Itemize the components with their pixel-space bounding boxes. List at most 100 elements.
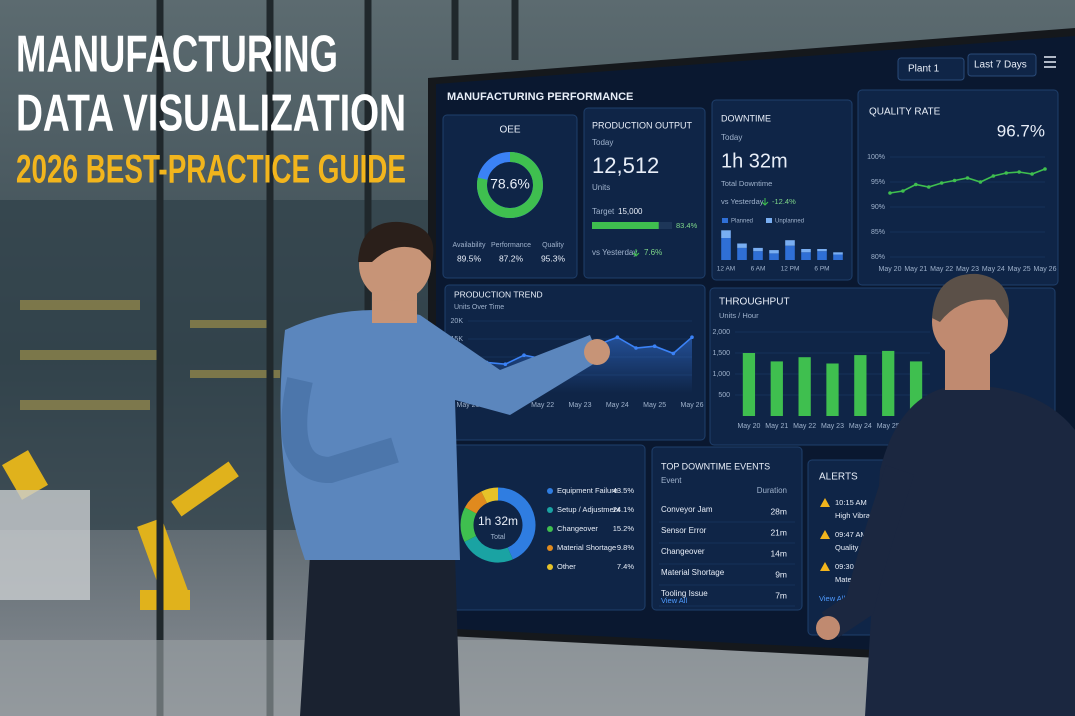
line-point	[978, 180, 983, 184]
card	[857, 89, 1059, 286]
link[interactable]: View All	[661, 596, 687, 605]
y-tick-label: 1,500	[712, 350, 730, 357]
card-title: DOWNTIME	[721, 113, 771, 123]
x-tick-label: May 25	[877, 423, 900, 430]
progress-label: 83.4%	[676, 221, 698, 230]
line-point	[652, 344, 657, 349]
line-point	[1043, 167, 1047, 171]
legend-label: Material Shortage	[557, 543, 616, 552]
warning-icon	[820, 562, 830, 571]
table-cell: Changeover	[661, 547, 705, 556]
table-cell: Conveyor Jam	[661, 505, 713, 514]
table-cell: Material Shortage	[661, 568, 725, 577]
x-tick-label: May 25	[643, 402, 666, 409]
y-tick-label: 90%	[871, 204, 885, 211]
x-tick-label: May 20	[737, 423, 760, 430]
legend-value: 24.1%	[613, 505, 635, 514]
x-tick-label: May 22	[793, 423, 816, 430]
metric-label: Availability	[453, 242, 486, 249]
dropdown-label[interactable]: Plant 1	[908, 64, 940, 75]
card-caption: vs Yesterday	[592, 248, 637, 257]
line-point	[965, 176, 970, 180]
metric-value: 95.3%	[541, 253, 566, 263]
legend-label: Planned	[731, 219, 753, 225]
change-value: 7.6%	[644, 248, 662, 257]
card	[583, 107, 706, 279]
kpi-value: 12,512	[592, 153, 659, 178]
donut-segment	[464, 491, 488, 514]
legend-swatch	[766, 218, 772, 223]
donut-segment	[460, 507, 477, 542]
kpi-value: 1h 32m	[721, 150, 788, 172]
x-tick-label: May 23	[569, 402, 592, 409]
donut-arc	[477, 152, 543, 218]
donut-segment	[464, 535, 513, 563]
card-caption: Units	[592, 183, 610, 192]
donut-value: 1h 32m	[478, 514, 518, 528]
line-point	[926, 185, 931, 189]
card-caption: Today	[721, 133, 742, 142]
headline-line: MANUFACTURING	[16, 26, 338, 84]
bar	[769, 253, 779, 260]
headline-line: DATA VISUALIZATION	[16, 85, 406, 143]
change-value: -12.4%	[772, 197, 796, 206]
donut-caption: Total	[491, 534, 506, 541]
alert-time: 09:30 AM	[835, 562, 867, 571]
bar	[753, 247, 763, 252]
headline: MANUFACTURING DATA VISUALIZATION 2026 BE…	[16, 26, 406, 192]
x-tick-label: May 26	[681, 402, 704, 409]
dropdown-label[interactable]: Last 7 Days	[974, 60, 1027, 71]
people	[280, 221, 1075, 716]
x-tick-label: 6 PM	[814, 266, 829, 273]
table-cell: Sensor Error	[661, 526, 707, 535]
legend-dot	[547, 564, 553, 570]
metric-label: Quality	[542, 242, 564, 249]
y-tick-label: 1,000	[712, 371, 730, 378]
line-point	[939, 181, 944, 185]
line-point	[671, 351, 676, 356]
table-cell: 14m	[770, 548, 787, 558]
bar	[753, 251, 763, 260]
card-title: TOP DOWNTIME EVENTS	[661, 461, 770, 471]
table-cell: 28m	[770, 506, 787, 516]
y-tick-label: 15K	[451, 336, 464, 343]
dropdown[interactable]	[897, 57, 965, 81]
column-header: Event	[661, 476, 682, 485]
donut-value: 78.6%	[490, 176, 530, 192]
line-point	[901, 189, 905, 193]
line-point	[1030, 172, 1034, 176]
x-tick-label: May 23	[821, 423, 844, 430]
x-tick-label: 12 AM	[717, 266, 735, 273]
dropdown[interactable]	[967, 53, 1037, 77]
line-point	[914, 182, 918, 187]
line-point	[634, 346, 638, 350]
legend-dot	[547, 526, 553, 532]
x-tick-label: May 25	[1008, 266, 1031, 273]
y-tick-label: 80%	[871, 254, 885, 261]
line-point	[1017, 170, 1021, 174]
table-cell: Tooling Issue	[661, 589, 708, 598]
x-tick-label: May 23	[956, 266, 979, 273]
legend-dot	[547, 488, 553, 494]
trend-arrow	[632, 249, 640, 257]
bar	[801, 249, 811, 253]
bar	[721, 230, 731, 238]
bar	[882, 350, 895, 416]
link[interactable]: View All	[819, 594, 845, 603]
bar	[798, 357, 811, 416]
table-cell: 9m	[775, 569, 787, 579]
bar	[737, 247, 747, 260]
card-title: PRODUCTION OUTPUT	[592, 120, 693, 130]
line-point	[690, 335, 694, 340]
menu-icon[interactable]	[1044, 56, 1056, 68]
legend-dot	[547, 507, 553, 513]
legend-value: 15.2%	[613, 524, 635, 533]
card	[442, 114, 578, 279]
card-title: THROUGHPUT	[719, 297, 790, 308]
warning-icon	[820, 530, 830, 539]
bar	[817, 249, 827, 252]
card	[651, 446, 803, 611]
line-point	[952, 178, 957, 183]
legend-label: Changeover	[557, 524, 598, 533]
